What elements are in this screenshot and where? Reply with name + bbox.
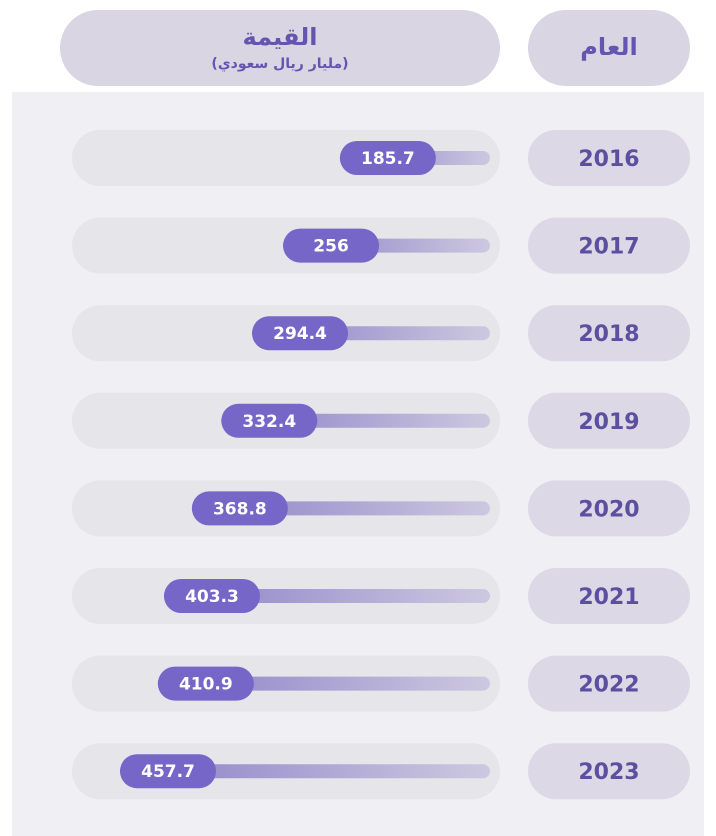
category-label: 2022	[578, 673, 639, 698]
value-label: 368.8	[213, 499, 267, 519]
panel	[12, 92, 704, 836]
value-pill	[252, 316, 349, 351]
value-label: 185.7	[361, 149, 415, 169]
value-label: 294.4	[273, 324, 327, 344]
header-pill	[528, 10, 690, 86]
value-label: 332.4	[242, 412, 296, 432]
category-pill	[528, 480, 690, 537]
value-pill	[120, 754, 216, 789]
value-label: 403.3	[185, 587, 239, 607]
value-pill	[163, 579, 260, 613]
category-pill	[528, 655, 690, 712]
value-unit: (مليار ريال سعودي)	[211, 56, 348, 73]
value-label: 457.7	[141, 762, 195, 782]
category-pill	[528, 130, 690, 186]
value-pill	[157, 666, 254, 701]
category-label: 2016	[578, 147, 639, 172]
category-label: 2021	[578, 585, 639, 610]
value-pill	[191, 491, 288, 526]
category-label: 2023	[578, 760, 639, 785]
value-pill	[283, 228, 380, 263]
category-label: 2019	[578, 410, 639, 435]
category-pill	[528, 305, 690, 362]
category-header: العام	[580, 33, 637, 61]
category-label: 2017	[578, 235, 639, 260]
header-pill	[60, 10, 500, 86]
value-label: 410.9	[179, 675, 233, 695]
category-label: 2020	[578, 497, 639, 522]
value-header: القيمة	[243, 23, 318, 51]
category-label: 2018	[578, 322, 639, 347]
value-pill	[221, 403, 318, 438]
value-pill	[339, 141, 436, 175]
category-pill	[528, 217, 690, 274]
value-label: 256	[313, 237, 349, 257]
category-pill	[528, 568, 690, 624]
category-pill	[528, 743, 690, 800]
category-pill	[528, 392, 690, 449]
